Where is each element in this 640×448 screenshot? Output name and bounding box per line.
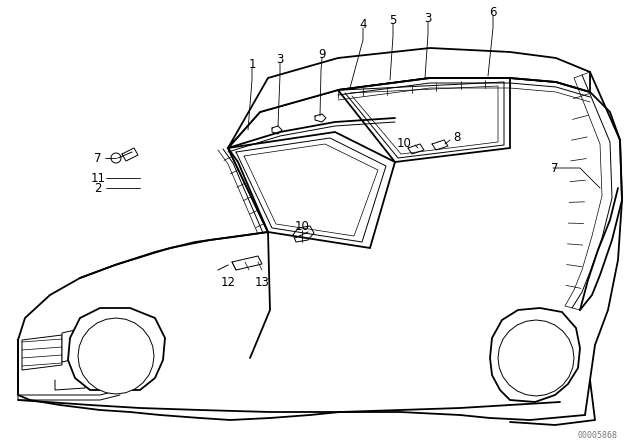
Text: 13: 13 (255, 276, 269, 289)
Polygon shape (62, 326, 92, 362)
Polygon shape (338, 78, 510, 162)
Polygon shape (68, 308, 165, 390)
Text: 6: 6 (489, 5, 497, 18)
Polygon shape (490, 308, 580, 402)
Text: 8: 8 (453, 130, 460, 143)
Polygon shape (228, 48, 590, 148)
Text: 00005868: 00005868 (578, 431, 618, 440)
Text: 5: 5 (389, 13, 397, 26)
Polygon shape (18, 78, 622, 420)
Polygon shape (78, 318, 154, 394)
Text: 10: 10 (294, 220, 309, 233)
Text: 9: 9 (318, 47, 326, 60)
Text: 10: 10 (397, 137, 412, 150)
Text: 12: 12 (221, 276, 236, 289)
Text: 1: 1 (248, 57, 256, 70)
Polygon shape (228, 132, 395, 248)
Polygon shape (22, 335, 62, 370)
Text: 2: 2 (94, 181, 102, 194)
Text: 7: 7 (550, 161, 558, 175)
Text: 11: 11 (90, 172, 106, 185)
Polygon shape (498, 320, 574, 396)
Text: 3: 3 (424, 12, 432, 25)
Text: 4: 4 (359, 17, 367, 30)
Text: 7: 7 (94, 151, 102, 164)
Text: 3: 3 (276, 52, 284, 65)
